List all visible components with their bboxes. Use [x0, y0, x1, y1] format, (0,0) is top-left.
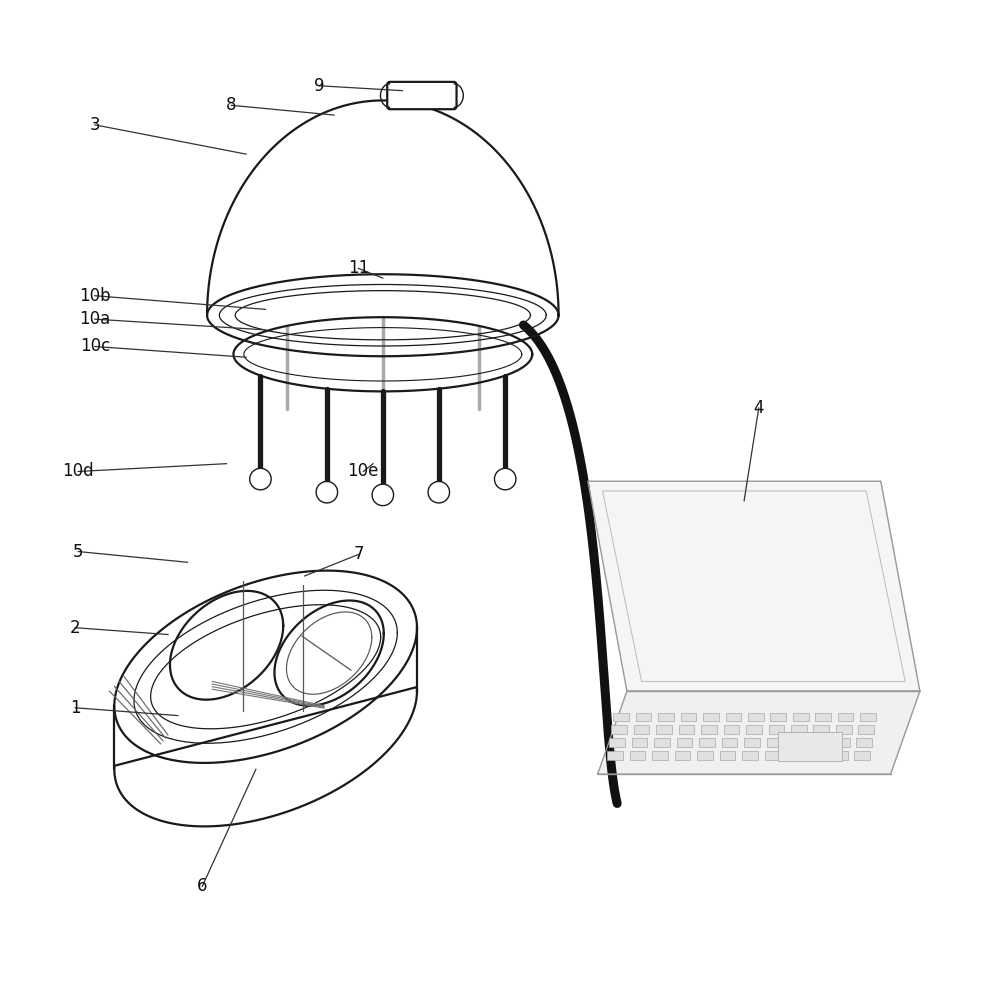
Text: 9: 9 [314, 77, 325, 95]
Text: 8: 8 [226, 96, 237, 114]
Bar [854, 750, 870, 759]
Text: 6: 6 [197, 878, 207, 896]
Circle shape [316, 481, 338, 503]
Bar [836, 726, 852, 735]
Bar [815, 713, 831, 722]
Bar [787, 750, 803, 759]
Bar [770, 713, 786, 722]
Bar [744, 738, 760, 747]
Bar [793, 713, 809, 722]
Text: 10a: 10a [79, 310, 110, 328]
Text: 4: 4 [754, 399, 764, 417]
Bar [858, 726, 874, 735]
Bar [726, 713, 741, 722]
Bar [701, 726, 717, 735]
Bar [720, 750, 735, 759]
Bar [746, 726, 762, 735]
Circle shape [250, 468, 271, 490]
Bar [791, 726, 807, 735]
Bar [611, 726, 627, 735]
Bar [832, 750, 848, 759]
Bar [607, 750, 623, 759]
Bar [699, 738, 715, 747]
Bar [767, 738, 782, 747]
Bar [630, 750, 645, 759]
Bar [860, 713, 876, 722]
Bar [656, 726, 672, 735]
Text: 10c: 10c [80, 338, 110, 355]
Bar [654, 738, 670, 747]
Bar [856, 738, 872, 747]
Bar [724, 726, 739, 735]
Bar [613, 713, 629, 722]
Bar [658, 713, 674, 722]
Text: 5: 5 [73, 542, 83, 561]
Text: 1: 1 [70, 699, 81, 717]
Bar [675, 750, 690, 759]
Polygon shape [588, 481, 920, 691]
Bar [834, 738, 850, 747]
Bar [789, 738, 805, 747]
Text: 7: 7 [353, 545, 364, 564]
Bar [703, 713, 719, 722]
Text: 10e: 10e [348, 463, 379, 480]
Bar [810, 750, 825, 759]
Bar [634, 726, 649, 735]
Text: 10b: 10b [79, 287, 111, 304]
Bar [742, 750, 758, 759]
Bar [765, 750, 780, 759]
Bar [811, 738, 827, 747]
Bar [636, 713, 651, 722]
Bar [838, 713, 853, 722]
Bar [722, 738, 737, 747]
Bar [652, 750, 668, 759]
Circle shape [428, 481, 450, 503]
Text: 10d: 10d [62, 463, 94, 480]
Bar [813, 726, 829, 735]
Text: 3: 3 [89, 116, 100, 134]
Bar [681, 713, 696, 722]
Bar [778, 733, 842, 761]
Bar [697, 750, 713, 759]
Circle shape [372, 484, 394, 506]
FancyBboxPatch shape [387, 82, 457, 109]
Bar [748, 713, 764, 722]
Text: 2: 2 [70, 619, 81, 636]
Bar [609, 738, 625, 747]
Bar [677, 738, 692, 747]
Text: 11: 11 [348, 259, 369, 277]
Polygon shape [598, 691, 920, 774]
Bar [632, 738, 647, 747]
Circle shape [494, 468, 516, 490]
Bar [769, 726, 784, 735]
Bar [679, 726, 694, 735]
